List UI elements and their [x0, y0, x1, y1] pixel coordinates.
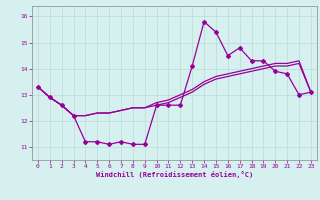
- X-axis label: Windchill (Refroidissement éolien,°C): Windchill (Refroidissement éolien,°C): [96, 171, 253, 178]
